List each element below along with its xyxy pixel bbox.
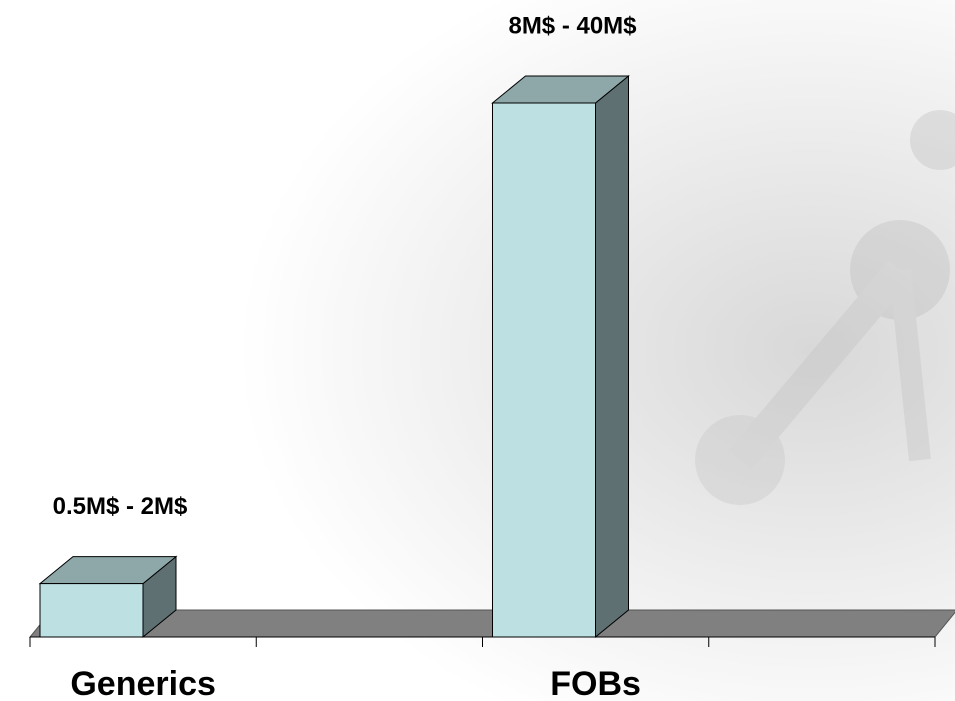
- x-tick-label: FOBs: [550, 665, 641, 701]
- bar: [39, 583, 144, 638]
- data-label: 8M$ - 40M$: [508, 12, 637, 39]
- background-decoration: [695, 110, 955, 505]
- data-label: 0.5M$ - 2M$: [53, 493, 188, 520]
- bar-side: [595, 74, 629, 639]
- x-tick-label: Generics: [70, 665, 216, 701]
- bar: [492, 102, 596, 638]
